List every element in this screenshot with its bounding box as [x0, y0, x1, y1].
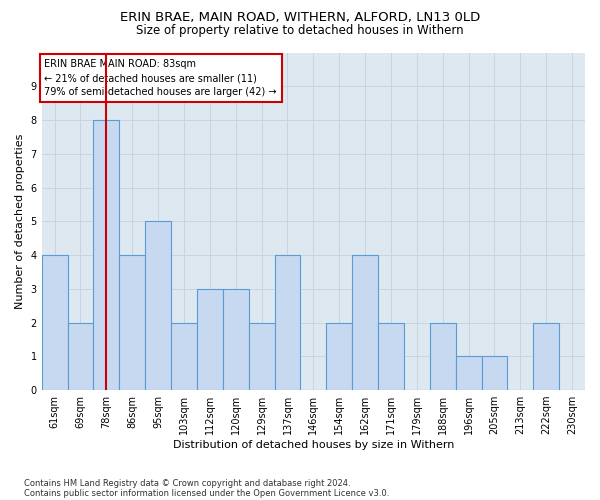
Bar — [41, 255, 68, 390]
Text: Contains public sector information licensed under the Open Government Licence v3: Contains public sector information licen… — [24, 488, 389, 498]
Bar — [275, 255, 301, 390]
Bar — [352, 255, 378, 390]
Bar — [68, 322, 94, 390]
Bar — [145, 222, 171, 390]
Bar — [430, 322, 455, 390]
Text: ERIN BRAE MAIN ROAD: 83sqm
← 21% of detached houses are smaller (11)
79% of semi: ERIN BRAE MAIN ROAD: 83sqm ← 21% of deta… — [44, 60, 277, 98]
Bar — [119, 255, 145, 390]
Bar — [326, 322, 352, 390]
Text: Size of property relative to detached houses in Withern: Size of property relative to detached ho… — [136, 24, 464, 37]
Bar — [533, 322, 559, 390]
Bar — [94, 120, 119, 390]
Y-axis label: Number of detached properties: Number of detached properties — [15, 134, 25, 309]
X-axis label: Distribution of detached houses by size in Withern: Distribution of detached houses by size … — [173, 440, 454, 450]
Bar — [197, 289, 223, 390]
Text: Contains HM Land Registry data © Crown copyright and database right 2024.: Contains HM Land Registry data © Crown c… — [24, 478, 350, 488]
Bar — [378, 322, 404, 390]
Text: ERIN BRAE, MAIN ROAD, WITHERN, ALFORD, LN13 0LD: ERIN BRAE, MAIN ROAD, WITHERN, ALFORD, L… — [120, 11, 480, 24]
Bar — [171, 322, 197, 390]
Bar — [248, 322, 275, 390]
Bar — [482, 356, 508, 390]
Bar — [223, 289, 248, 390]
Bar — [455, 356, 482, 390]
